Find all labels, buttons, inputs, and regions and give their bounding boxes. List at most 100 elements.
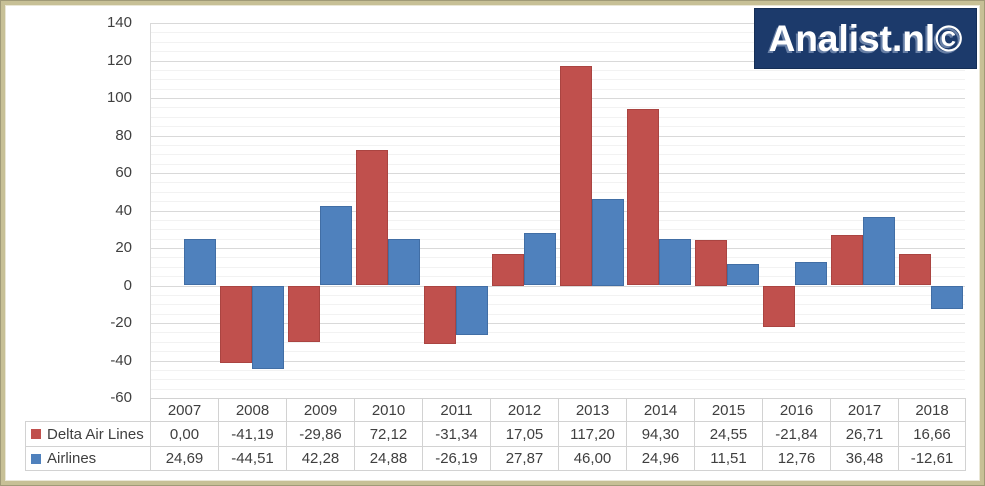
year-header-cell: 2009 bbox=[286, 398, 354, 421]
legend-label: Airlines bbox=[47, 450, 97, 467]
minor-gridline bbox=[150, 107, 965, 109]
minor-gridline bbox=[150, 219, 965, 221]
legend-cell-airlines: Airlines bbox=[25, 446, 150, 471]
value-cell-delta-air-lines-2014: 94,30 bbox=[626, 421, 694, 446]
year-header-cell: 2018 bbox=[898, 398, 966, 421]
major-gridline bbox=[150, 173, 965, 174]
year-header-cell: 2007 bbox=[150, 398, 218, 421]
legend-label: Delta Air Lines bbox=[47, 425, 144, 443]
y-axis-tick-label: -40 bbox=[110, 351, 132, 369]
value-cell-delta-air-lines-2018: 16,66 bbox=[898, 421, 966, 446]
bar-airlines-2015 bbox=[727, 263, 760, 286]
y-axis-tick-label: 80 bbox=[115, 126, 132, 144]
year-header-cell: 2008 bbox=[218, 398, 286, 421]
y-axis-line bbox=[150, 23, 151, 398]
y-axis-tick-label: 140 bbox=[106, 14, 132, 31]
minor-gridline bbox=[150, 163, 965, 165]
year-header-cell: 2012 bbox=[490, 398, 558, 421]
bar-airlines-2012 bbox=[523, 233, 556, 286]
bar-airlines-2011 bbox=[455, 285, 488, 335]
minor-gridline bbox=[150, 229, 965, 231]
value-cell-delta-air-lines-2008: -41,19 bbox=[218, 421, 286, 446]
value-cell-delta-air-lines-2010: 72,12 bbox=[354, 421, 422, 446]
value-cell-airlines-2010: 24,88 bbox=[354, 446, 422, 471]
bar-delta-air-lines-2017 bbox=[831, 235, 864, 286]
bar-delta-air-lines-2016 bbox=[763, 285, 796, 327]
chart-canvas: 140 120 100 80 60 40 20 0 -20 -40 -60 Analist.nl© … bbox=[5, 5, 980, 481]
value-cell-airlines-2007: 24,69 bbox=[150, 446, 218, 471]
minor-gridline bbox=[150, 182, 965, 184]
bar-delta-air-lines-2012 bbox=[491, 253, 524, 286]
y-axis-tick-label: 100 bbox=[106, 89, 132, 106]
bar-airlines-2018 bbox=[931, 285, 963, 310]
bar-delta-air-lines-2014 bbox=[627, 108, 660, 286]
year-header-cell: 2011 bbox=[422, 398, 490, 421]
major-gridline bbox=[150, 210, 965, 212]
year-header-cell: 2014 bbox=[626, 398, 694, 421]
value-cell-airlines-2015: 11,51 bbox=[694, 446, 762, 471]
bar-airlines-2016 bbox=[795, 261, 828, 286]
value-cell-delta-air-lines-2017: 26,71 bbox=[830, 421, 898, 446]
value-cell-delta-air-lines-2015: 24,55 bbox=[694, 421, 762, 446]
y-axis-tick-label: 40 bbox=[115, 201, 132, 219]
value-cell-airlines-2008: -44,51 bbox=[218, 446, 286, 471]
y-axis-tick-label: 120 bbox=[106, 51, 132, 69]
major-gridline bbox=[150, 135, 965, 137]
bar-airlines-2014 bbox=[659, 238, 692, 286]
value-cell-airlines-2009: 42,28 bbox=[286, 446, 354, 471]
year-header-cell: 2016 bbox=[762, 398, 830, 421]
bar-delta-air-lines-2013 bbox=[559, 65, 592, 286]
brand-logo: Analist.nl© bbox=[754, 8, 977, 69]
minor-gridline bbox=[150, 369, 965, 371]
bar-airlines-2010 bbox=[387, 238, 420, 286]
bar-delta-air-lines-2008 bbox=[219, 285, 252, 363]
legend-swatch-airlines bbox=[31, 453, 41, 464]
table-corner-cell bbox=[25, 398, 150, 421]
year-header-cell: 2010 bbox=[354, 398, 422, 421]
y-axis-tick-label: 20 bbox=[115, 239, 132, 256]
minor-gridline bbox=[150, 116, 965, 118]
year-header-cell: 2017 bbox=[830, 398, 898, 421]
bar-delta-air-lines-2018 bbox=[899, 254, 932, 286]
value-cell-airlines-2014: 24,96 bbox=[626, 446, 694, 471]
major-gridline bbox=[150, 98, 965, 99]
value-cell-delta-air-lines-2007: 0,00 bbox=[150, 421, 218, 446]
minor-gridline bbox=[150, 144, 965, 146]
value-cell-delta-air-lines-2011: -31,34 bbox=[422, 421, 490, 446]
minor-gridline bbox=[150, 69, 965, 71]
bar-delta-air-lines-2010 bbox=[355, 150, 388, 286]
value-cell-delta-air-lines-2009: -29,86 bbox=[286, 421, 354, 446]
bar-airlines-2008 bbox=[251, 285, 284, 369]
minor-gridline bbox=[150, 88, 965, 90]
bar-airlines-2017 bbox=[863, 217, 896, 286]
bar-delta-air-lines-2011 bbox=[423, 285, 456, 345]
legend-swatch-delta-air-lines bbox=[31, 429, 41, 439]
year-header-cell: 2013 bbox=[558, 398, 626, 421]
minor-gridline bbox=[150, 388, 965, 390]
value-cell-airlines-2012: 27,87 bbox=[490, 446, 558, 471]
bar-delta-air-lines-2009 bbox=[287, 285, 320, 342]
value-cell-delta-air-lines-2012: 17,05 bbox=[490, 421, 558, 446]
minor-gridline bbox=[150, 154, 965, 156]
data-table: 2007 2008 2009 2010 2011 2012 2013 2014 2015 2016… bbox=[25, 398, 966, 471]
value-cell-delta-air-lines-2016: -21,84 bbox=[762, 421, 830, 446]
value-cell-airlines-2011: -26,19 bbox=[422, 446, 490, 471]
bar-airlines-2007 bbox=[184, 239, 216, 286]
minor-gridline bbox=[150, 201, 965, 203]
minor-gridline bbox=[150, 79, 965, 81]
y-axis-tick-label: 0 bbox=[123, 276, 132, 294]
y-axis-tick-label: 60 bbox=[115, 164, 132, 181]
value-cell-airlines-2018: -12,61 bbox=[898, 446, 966, 471]
y-axis-tick-label: -20 bbox=[110, 314, 132, 331]
bar-airlines-2013 bbox=[591, 199, 624, 286]
minor-gridline bbox=[150, 379, 965, 381]
minor-gridline bbox=[150, 191, 965, 193]
y-axis-tick-label: -60 bbox=[110, 389, 132, 406]
value-cell-airlines-2013: 46,00 bbox=[558, 446, 626, 471]
value-cell-airlines-2016: 12,76 bbox=[762, 446, 830, 471]
year-header-cell: 2015 bbox=[694, 398, 762, 421]
legend-cell-delta-air-lines: Delta Air Lines bbox=[25, 421, 150, 446]
bar-delta-air-lines-2015 bbox=[695, 239, 728, 286]
minor-gridline bbox=[150, 126, 965, 128]
